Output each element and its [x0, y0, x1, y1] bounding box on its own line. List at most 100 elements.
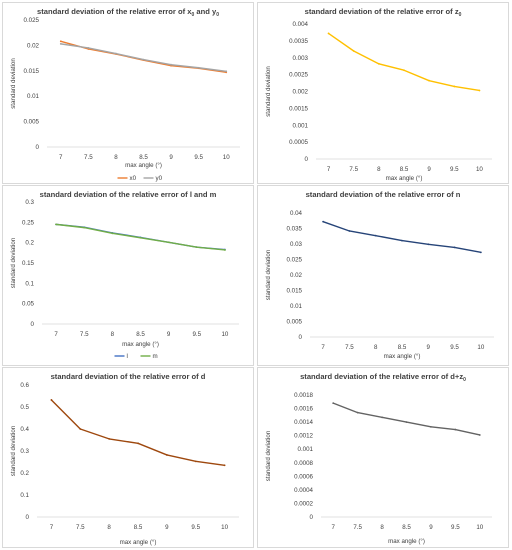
x-axis-title: max angle (°) — [122, 341, 159, 348]
x-tick-label: 10 — [477, 344, 484, 351]
x-tick-label: 7 — [59, 154, 63, 161]
x-axis-title: max angle (°) — [384, 353, 421, 360]
chart-panel-n: standard deviation of the relative error… — [257, 185, 509, 366]
x-tick-label: 8 — [111, 331, 115, 338]
x-tick-label: 7.5 — [345, 344, 354, 351]
y-tick-label: 0.015 — [24, 68, 40, 75]
data-point — [83, 226, 86, 229]
x-tick-label: 9.5 — [450, 166, 459, 173]
x-axis-title: max angle (°) — [386, 175, 423, 182]
y-tick-label: 0.0016 — [294, 406, 313, 413]
data-point — [111, 232, 114, 235]
y-tick-label: 0.3 — [25, 199, 34, 206]
y-tick-label: 0.6 — [20, 382, 29, 389]
y-tick-label: 0.015 — [287, 288, 303, 295]
y-tick-label: 0.03 — [290, 241, 303, 248]
data-point — [454, 428, 457, 431]
data-point — [59, 40, 62, 43]
chart-title: standard deviation of the relative error… — [37, 7, 219, 18]
y-tick-label: 0.0012 — [294, 433, 313, 440]
y-axis-title: standard deviation — [265, 249, 272, 300]
data-point — [194, 460, 197, 463]
data-point — [453, 246, 456, 249]
x-tick-label: 8.5 — [398, 344, 407, 351]
y-tick-label: 0.0014 — [294, 419, 313, 426]
y-axis-title: standard deviation — [10, 425, 17, 476]
data-point — [223, 464, 226, 467]
x-tick-label: 10 — [476, 524, 483, 531]
x-tick-label: 8 — [374, 344, 378, 351]
x-axis-title: max angle (°) — [120, 539, 157, 546]
chart-svg-d-z0: standard deviation of the relative error… — [265, 372, 492, 545]
chart-title: standard deviation of the relative error… — [306, 190, 461, 199]
data-point — [401, 239, 403, 242]
x-tick-label: 7.5 — [353, 524, 362, 531]
y-tick-label: 0.0006 — [294, 473, 313, 480]
data-point — [197, 66, 200, 69]
series-line-series-0 — [327, 32, 481, 92]
data-point — [115, 52, 117, 55]
x-tick-label: 7 — [331, 524, 335, 531]
x-tick-label: 7 — [54, 331, 58, 338]
x-tick-label: 8.5 — [134, 524, 143, 531]
y-tick-label: 0.25 — [22, 219, 35, 226]
x-tick-label: 9 — [169, 154, 173, 161]
data-point — [479, 251, 482, 254]
series-line-series-0 — [332, 402, 481, 436]
y-tick-label: 0.02 — [290, 272, 303, 279]
x-tick-label: 9.5 — [194, 154, 203, 161]
title-text: standard deviation of the relative error… — [37, 7, 192, 16]
data-point — [167, 241, 170, 244]
y-tick-label: 0.01 — [290, 303, 303, 310]
x-tick-label: 9 — [429, 524, 433, 531]
y-tick-label: 0.035 — [287, 226, 303, 233]
data-point — [195, 246, 198, 249]
x-tick-label: 8 — [114, 154, 118, 161]
data-point — [225, 70, 228, 73]
x-tick-label: 7.5 — [84, 154, 93, 161]
x-tick-label: 8 — [107, 524, 111, 531]
x-tick-label: 10 — [223, 154, 230, 161]
title-subscript: 0 — [216, 12, 219, 18]
data-point — [478, 434, 481, 436]
x-axis-title: max angle (°) — [125, 162, 162, 169]
y-tick-label: 0.1 — [20, 492, 29, 499]
chart-panel-z0: standard deviation of the relative error… — [257, 2, 509, 184]
y-tick-label: 0.001 — [293, 122, 309, 129]
y-tick-label: 0 — [299, 334, 303, 341]
legend-label: y0 — [156, 175, 163, 182]
x-tick-label: 9 — [427, 166, 431, 173]
y-tick-label: 0.1 — [25, 280, 34, 287]
data-point — [427, 243, 430, 246]
x-axis-title: max angle (°) — [388, 538, 425, 545]
data-point — [348, 230, 351, 232]
chart-svg-z0: standard deviation of the relative error… — [265, 7, 492, 182]
data-point — [405, 421, 408, 424]
x-tick-label: 10 — [221, 331, 228, 338]
title-text: standard deviation of the relative error… — [305, 7, 459, 16]
chart-title: standard deviation of the relative error… — [300, 372, 466, 383]
y-tick-label: 0.0015 — [289, 105, 308, 112]
y-axis-title: standard deviation — [10, 58, 17, 109]
y-axis-title: standard deviation — [265, 430, 272, 481]
y-tick-label: 0.003 — [293, 55, 309, 62]
x-tick-label: 10 — [476, 166, 483, 173]
data-point — [453, 85, 456, 88]
data-point — [352, 50, 355, 52]
chart-title: standard deviation of the relative error… — [51, 372, 206, 381]
y-tick-label: 0.3 — [20, 448, 29, 455]
x-tick-label: 10 — [221, 524, 228, 531]
y-tick-label: 0.04 — [290, 210, 303, 217]
data-point — [374, 234, 377, 237]
data-point — [403, 69, 405, 72]
x-tick-label: 9 — [427, 344, 431, 351]
data-point — [478, 89, 481, 92]
chart-svg-x0-y0: standard deviation of the relative error… — [10, 7, 240, 182]
y-tick-label: 0.2 — [20, 470, 29, 477]
title-text: standard deviation of the relative error… — [300, 372, 463, 381]
legend-label: x0 — [130, 175, 137, 182]
x-tick-label: 9 — [165, 524, 169, 531]
y-tick-label: 0 — [26, 514, 30, 521]
data-point — [87, 47, 90, 49]
y-tick-label: 0.5 — [20, 404, 29, 411]
